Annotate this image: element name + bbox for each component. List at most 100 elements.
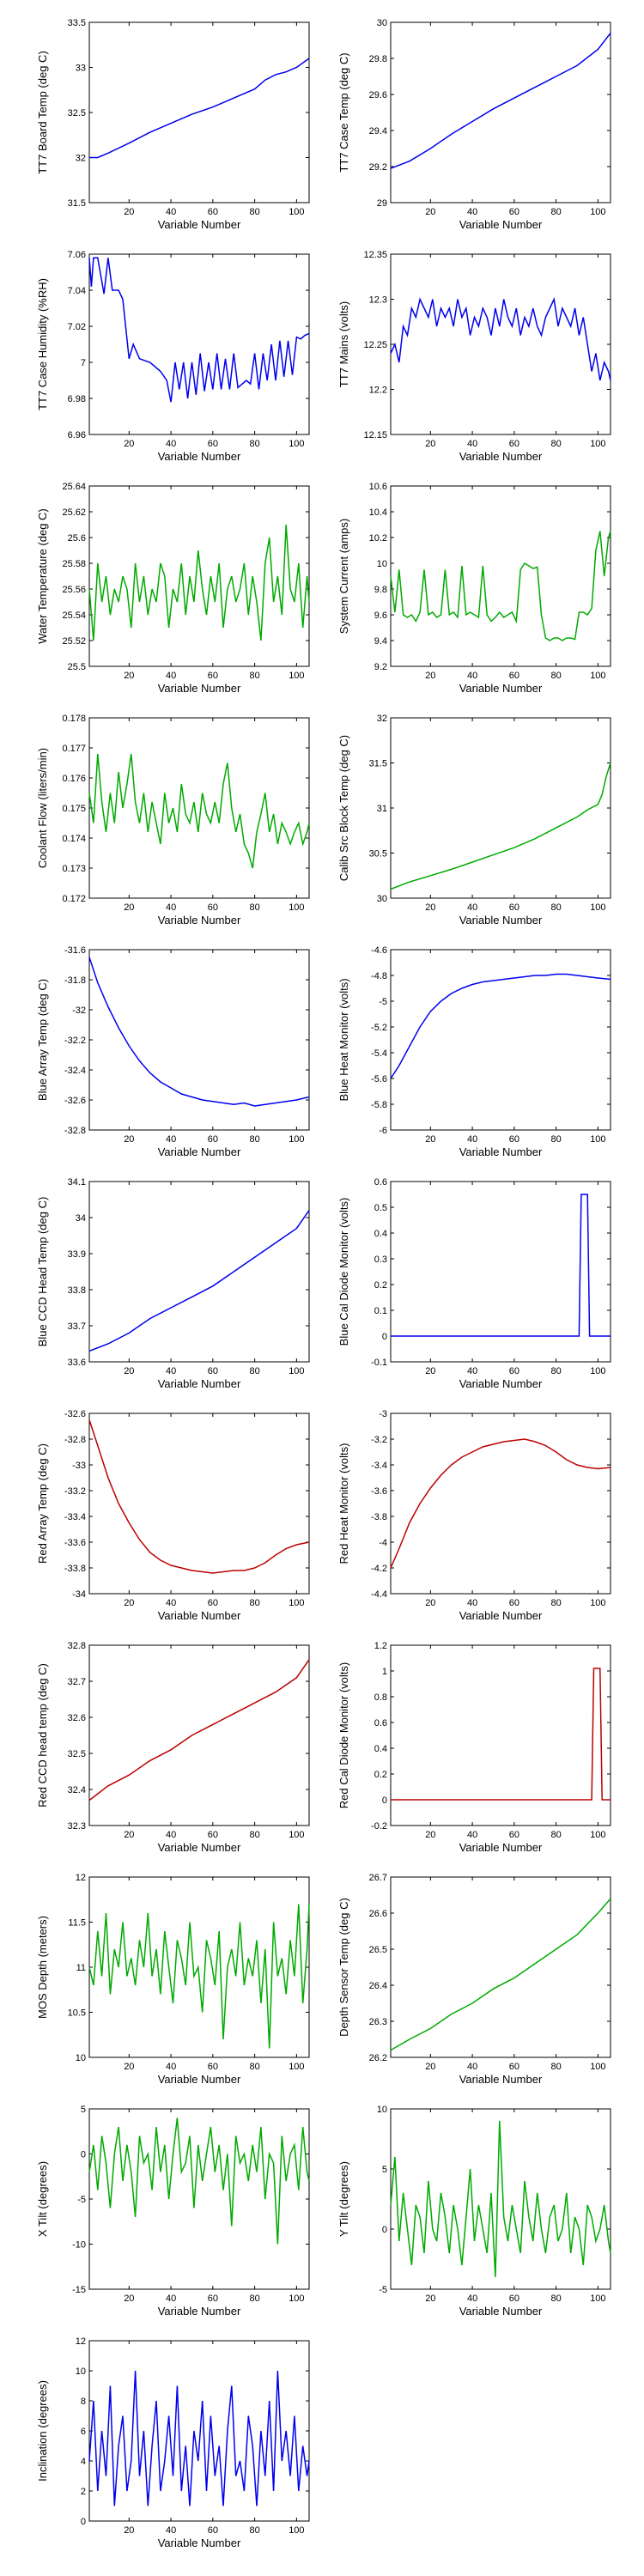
y-axis-label: Blue Cal Diode Monitor (volts) (337, 1198, 350, 1346)
plot-area (88, 21, 310, 204)
y-tick-label: 12.2 (369, 386, 387, 396)
x-tick-label: 60 (509, 902, 519, 913)
y-tick-label: -4.6 (371, 945, 387, 956)
y-axis-label: TT7 Case Humidity (%RH) (36, 278, 49, 410)
chart-19: 20 40 60 80 100 -5 0 5 10 Variable Number Y Tilt (… (337, 2105, 611, 2318)
x-tick-label: 80 (249, 671, 259, 681)
x-axis-label: Variable Number (459, 1841, 543, 1854)
y-tick-label: 29.4 (369, 126, 387, 137)
y-tick-label: 0.6 (374, 1718, 387, 1728)
x-tick-label: 80 (550, 2293, 561, 2304)
y-tick-label: 33.5 (68, 18, 86, 28)
x-tick-label: 40 (467, 1598, 477, 1608)
y-tick-label: 29.6 (369, 90, 387, 100)
y-tick-label: 7 (81, 358, 86, 368)
y-tick-label: -34 (72, 1589, 86, 1600)
plot-area (390, 949, 611, 1131)
y-tick-label: 6.98 (68, 394, 86, 404)
y-tick-label: -5.8 (371, 1100, 387, 1110)
data-series-line (390, 1438, 611, 1569)
data-series-line (88, 753, 310, 869)
plot-area (88, 1181, 310, 1363)
y-tick-label: 0.6 (374, 1177, 387, 1188)
x-tick-label: 100 (590, 671, 605, 681)
y-tick-label: 34 (76, 1213, 86, 1224)
y-axis-label: Red Cal Diode Monitor (volts) (337, 1662, 350, 1809)
x-tick-label: 60 (509, 1134, 519, 1145)
x-tick-label: 80 (550, 902, 561, 913)
chart-17: 20 40 60 80 100 26.2 26.3 26.4 26.5 26.6 26.7 Varia… (337, 1873, 611, 2086)
chart-8: 20 40 60 80 100 -32.8 -32.6 -32.4 -32.2 -32 -31.8 -… (36, 945, 310, 1158)
y-axis-label: Y Tilt (degrees) (337, 2161, 350, 2237)
y-tick-label: 12.35 (363, 250, 387, 260)
x-axis-label: Variable Number (459, 682, 543, 695)
chart-20: 20 40 60 80 100 0 2 4 6 8 10 12 Variable Number Incli… (36, 2336, 310, 2549)
y-tick-label: -5.4 (371, 1048, 387, 1059)
x-tick-label: 40 (166, 1134, 176, 1145)
plot-area (390, 485, 611, 667)
y-tick-label: 5 (382, 2165, 387, 2175)
x-tick-label: 40 (166, 2293, 176, 2304)
y-tick-label: 9.4 (374, 636, 387, 647)
y-tick-label: -4.4 (371, 1589, 387, 1600)
chart-9: 20 40 60 80 100 -6 -5.8 -5.6 -5.4 -5.2 -5 -4.8 -4.6 V… (337, 945, 611, 1158)
plot-area (390, 1413, 611, 1595)
x-tick-label: 20 (124, 1598, 134, 1608)
x-tick-label: 20 (124, 1134, 134, 1145)
y-tick-label: -33.6 (64, 1538, 86, 1548)
y-tick-label: 0.172 (62, 894, 86, 904)
x-tick-label: 40 (166, 2062, 176, 2072)
y-tick-label: 29 (377, 198, 387, 209)
x-tick-label: 80 (249, 1134, 259, 1145)
y-tick-label: -32.2 (64, 1036, 86, 1046)
x-tick-label: 60 (509, 439, 519, 449)
chart-1: 20 40 60 80 100 29 29.2 29.4 29.6 29.8 30 Variable … (337, 18, 611, 231)
y-tick-label: 32 (76, 154, 86, 164)
y-tick-label: 25.58 (62, 559, 86, 569)
data-series-line (390, 1898, 611, 2051)
y-tick-label: -5.6 (371, 1074, 387, 1084)
x-tick-label: 20 (425, 2062, 435, 2072)
y-tick-label: 33.7 (68, 1321, 86, 1332)
x-tick-label: 80 (249, 902, 259, 913)
x-tick-label: 100 (590, 207, 605, 217)
plot-area (390, 21, 611, 204)
y-axis-label: Blue Array Temp (deg C) (36, 979, 49, 1101)
x-axis-label: Variable Number (158, 1145, 241, 1158)
y-tick-label: 25.52 (62, 636, 86, 647)
x-tick-label: 20 (425, 1598, 435, 1608)
plot-area (390, 717, 611, 899)
x-tick-label: 40 (166, 671, 176, 681)
y-axis-label: X Tilt (degrees) (36, 2161, 49, 2237)
x-tick-label: 40 (166, 2525, 176, 2536)
chart-13: 20 40 60 80 100 -4.4 -4.2 -4 -3.8 -3.6 -3.4 -3.2 -3 V… (337, 1409, 611, 1622)
x-axis-label: Variable Number (158, 914, 241, 927)
x-axis-label: Variable Number (158, 218, 241, 231)
data-series-line (391, 1194, 611, 1337)
x-tick-label: 80 (550, 671, 561, 681)
y-tick-label: 12 (76, 2336, 86, 2347)
x-tick-label: 80 (249, 2525, 259, 2536)
chart-11: 20 40 60 80 100 -0.1 0 0.1 0.2 0.3 0.4 0.5 0.6 Variab… (337, 1177, 611, 1390)
x-tick-label: 60 (509, 671, 519, 681)
x-tick-label: 60 (509, 207, 519, 217)
y-tick-label: 30.5 (369, 849, 387, 860)
plot-area (88, 253, 310, 435)
y-tick-label: 9.8 (374, 585, 387, 595)
x-tick-label: 20 (124, 2293, 134, 2304)
x-tick-label: 60 (208, 1830, 218, 1840)
plot-area (390, 1876, 611, 2058)
y-tick-label: 10 (377, 2105, 387, 2115)
y-tick-label: 33.6 (68, 1358, 86, 1368)
x-tick-label: 20 (425, 1830, 435, 1840)
y-tick-label: 4 (81, 2457, 86, 2467)
y-tick-label: 0.176 (62, 774, 86, 784)
x-axis-label: Variable Number (158, 2537, 241, 2549)
y-tick-label: 32.7 (68, 1677, 86, 1687)
data-series-line (88, 2370, 310, 2506)
x-axis-label: Variable Number (459, 1609, 543, 1622)
y-tick-label: -33.4 (64, 1512, 86, 1522)
chart-4: 20 40 60 80 10025.525.5225.5425.5625.5825.62… (36, 482, 310, 695)
data-series-line (390, 2120, 611, 2278)
